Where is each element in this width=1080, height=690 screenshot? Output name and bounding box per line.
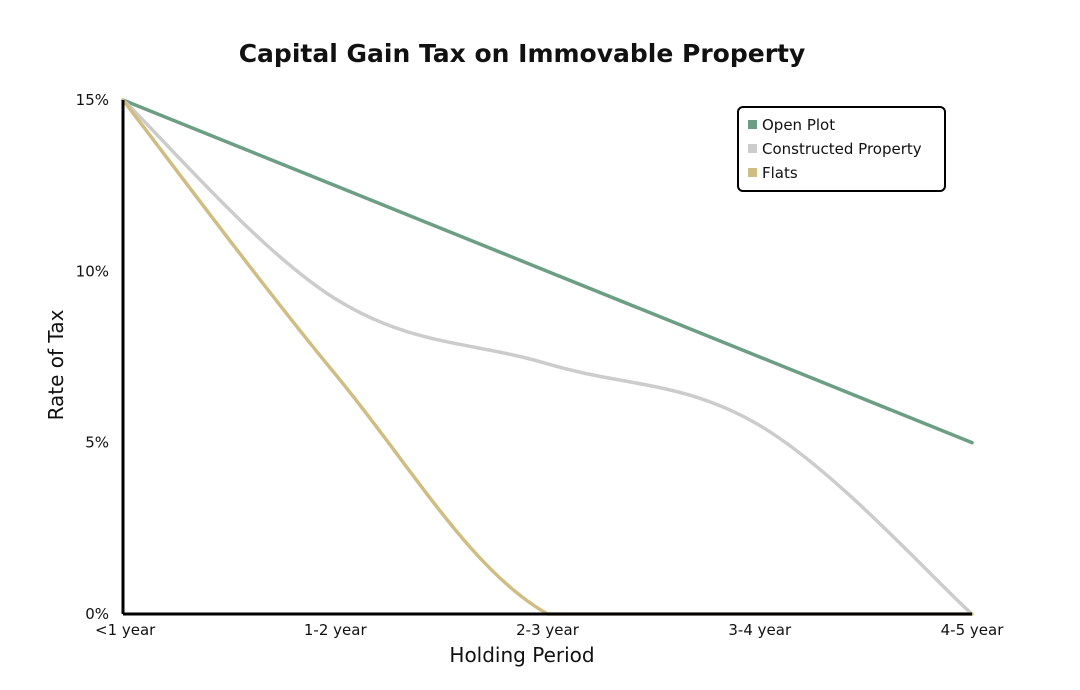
x-tick-label: 3-4 year (728, 621, 792, 639)
legend-swatch (748, 120, 757, 129)
y-tick-labels: 0% 5% 10% 15% (76, 91, 109, 623)
legend-swatch (748, 168, 757, 177)
y-tick-label: 15% (76, 91, 109, 109)
series-line-constructed-property (121, 98, 974, 616)
y-tick-label: 5% (85, 434, 109, 452)
x-tick-label: <1 year (95, 621, 156, 639)
x-tick-label: 4-5 year (941, 621, 1005, 639)
legend-label: Constructed Property (762, 140, 922, 158)
x-tick-labels: <1 year 1-2 year 2-3 year 3-4 year 4-5 year (95, 621, 1004, 639)
legend-box (737, 106, 946, 192)
legend: Open Plot Constructed Property Flats (737, 106, 946, 192)
chart-title: Capital Gain Tax on Immovable Property (239, 39, 806, 68)
y-tick-label: 0% (85, 605, 109, 623)
legend-label: Flats (762, 164, 798, 182)
series-line-open-plot (121, 98, 974, 445)
legend-label: Open Plot (762, 116, 835, 134)
y-tick-label: 10% (76, 262, 109, 280)
y-axis-label: Rate of Tax (44, 309, 68, 420)
x-tick-label: 2-3 year (516, 621, 580, 639)
x-axis-label: Holding Period (449, 643, 594, 667)
x-tick-label: 1-2 year (304, 621, 368, 639)
legend-swatch (748, 144, 757, 153)
